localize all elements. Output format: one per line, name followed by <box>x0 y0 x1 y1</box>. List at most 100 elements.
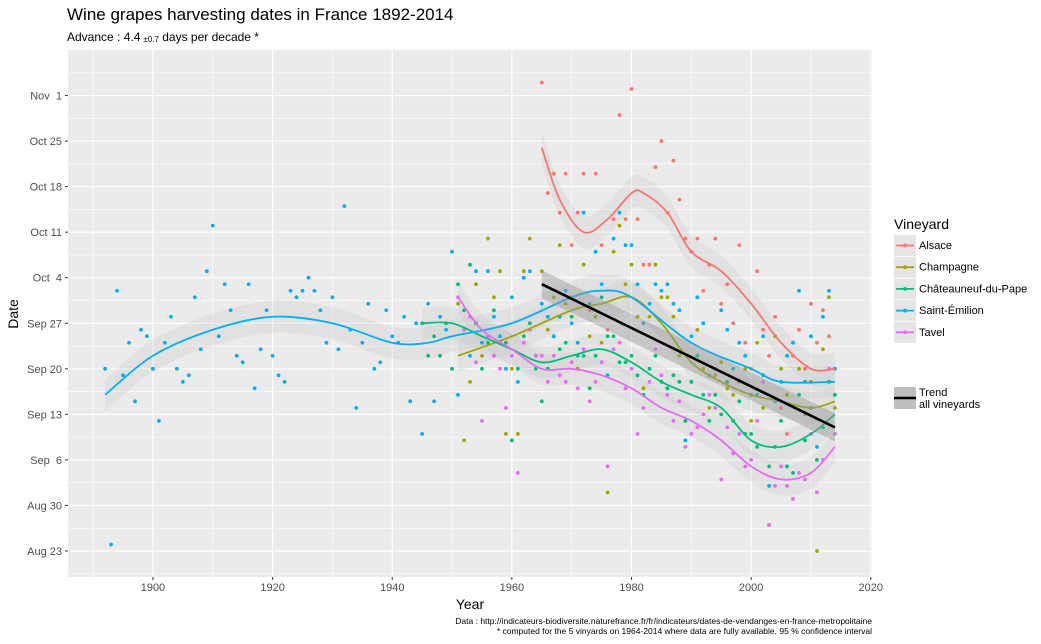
point-saint-emilion <box>174 366 179 371</box>
point-saint-emilion <box>701 321 706 326</box>
point-chateauneuf-du-pape <box>450 366 454 371</box>
point-chateauneuf-du-pape <box>462 308 466 313</box>
point-alsace <box>569 243 574 248</box>
point-tavel <box>773 484 777 488</box>
point-saint-emilion <box>186 373 191 378</box>
point-alsace <box>755 269 760 274</box>
smooth-saint-emilion <box>104 289 835 396</box>
point-chateauneuf-du-pape <box>438 353 442 358</box>
subtitle-ci: ±0.7 <box>143 35 159 44</box>
point-tavel <box>629 366 634 371</box>
legend-key-point <box>903 243 907 248</box>
point-saint-emilion <box>210 223 215 228</box>
point-saint-emilion <box>797 288 801 293</box>
point-alsace <box>701 288 706 293</box>
point-saint-emilion <box>168 314 173 319</box>
point-champagne <box>641 386 646 391</box>
point-chateauneuf-du-pape <box>779 418 783 423</box>
point-saint-emilion <box>151 366 155 371</box>
point-saint-emilion <box>282 379 287 384</box>
legend-trend-label-1: Trend <box>919 387 947 399</box>
point-saint-emilion <box>581 210 586 215</box>
point-alsace <box>713 236 718 241</box>
point-chateauneuf-du-pape <box>617 360 622 365</box>
point-saint-emilion <box>653 282 658 287</box>
point-tavel <box>653 347 658 352</box>
point-tavel <box>815 490 819 495</box>
confidence-band <box>541 131 835 387</box>
point-tavel <box>719 477 724 482</box>
point-alsace <box>599 243 604 248</box>
x-axis-title: Year <box>456 596 485 612</box>
point-tavel <box>635 431 640 436</box>
x-tick-label: 2020 <box>859 582 883 594</box>
x-tick-label: 1980 <box>619 582 643 594</box>
point-alsace <box>617 113 622 117</box>
point-alsace <box>743 340 748 345</box>
point-alsace <box>629 87 634 91</box>
point-champagne <box>785 392 789 397</box>
chart-title: Wine grapes harvesting dates in France 1… <box>67 5 454 24</box>
point-tavel <box>695 425 700 430</box>
point-tavel <box>617 340 622 345</box>
point-saint-emilion <box>204 269 209 274</box>
point-champagne <box>611 249 616 254</box>
point-saint-emilion <box>521 275 526 280</box>
point-saint-emilion <box>115 288 119 293</box>
point-tavel <box>599 360 604 365</box>
legend-label-saint-emilion: Saint-Émilion <box>919 304 984 317</box>
point-saint-emilion <box>234 353 239 358</box>
point-saint-emilion <box>474 269 478 274</box>
point-tavel <box>587 399 592 404</box>
point-champagne <box>551 295 556 300</box>
legend-key-point <box>903 330 907 335</box>
point-alsace <box>647 262 652 267</box>
point-chateauneuf-du-pape <box>653 353 658 358</box>
caption-note: * computed for the 5 vinyards on 1964-20… <box>497 626 872 636</box>
point-saint-emilion <box>438 314 442 319</box>
point-tavel <box>545 379 550 384</box>
point-chateauneuf-du-pape <box>677 379 682 384</box>
point-tavel <box>755 418 760 423</box>
point-chateauneuf-du-pape <box>426 353 431 358</box>
confidence-bands <box>105 131 835 496</box>
point-champagne <box>581 262 586 267</box>
y-tick-label: Oct 4 <box>33 273 62 285</box>
point-saint-emilion <box>492 314 496 319</box>
point-champagne <box>593 314 598 319</box>
point-champagne <box>671 314 676 319</box>
point-tavel <box>725 425 730 430</box>
point-saint-emilion <box>360 340 365 345</box>
point-chateauneuf-du-pape <box>695 353 700 358</box>
point-saint-emilion <box>593 249 598 254</box>
x-tick-label: 2000 <box>739 582 763 594</box>
point-alsace <box>641 262 646 267</box>
point-chateauneuf-du-pape <box>803 438 807 443</box>
point-champagne <box>749 418 754 423</box>
point-tavel <box>713 405 718 410</box>
point-champagne <box>521 269 526 274</box>
point-saint-emilion <box>306 275 311 280</box>
point-tavel <box>737 431 742 436</box>
point-champagne <box>665 295 670 300</box>
y-axis-title: Date <box>5 299 21 329</box>
point-champagne <box>695 327 700 332</box>
point-champagne <box>563 301 568 306</box>
point-chateauneuf-du-pape <box>689 379 694 384</box>
point-alsace <box>635 217 640 222</box>
point-champagne <box>503 431 508 436</box>
point-saint-emilion <box>599 282 604 287</box>
point-alsace <box>563 171 568 176</box>
legend-label-champagne: Champagne <box>919 262 979 274</box>
point-saint-emilion <box>139 327 143 332</box>
smooth-tavel <box>457 296 836 481</box>
point-chateauneuf-du-pape <box>791 471 795 475</box>
point-alsace <box>653 165 658 170</box>
point-champagne <box>545 327 550 332</box>
point-chateauneuf-du-pape <box>725 379 730 384</box>
point-champagne <box>557 243 562 248</box>
point-saint-emilion <box>216 334 221 339</box>
point-tavel <box>509 353 514 358</box>
trend-line <box>541 270 836 442</box>
point-saint-emilion <box>258 347 263 352</box>
